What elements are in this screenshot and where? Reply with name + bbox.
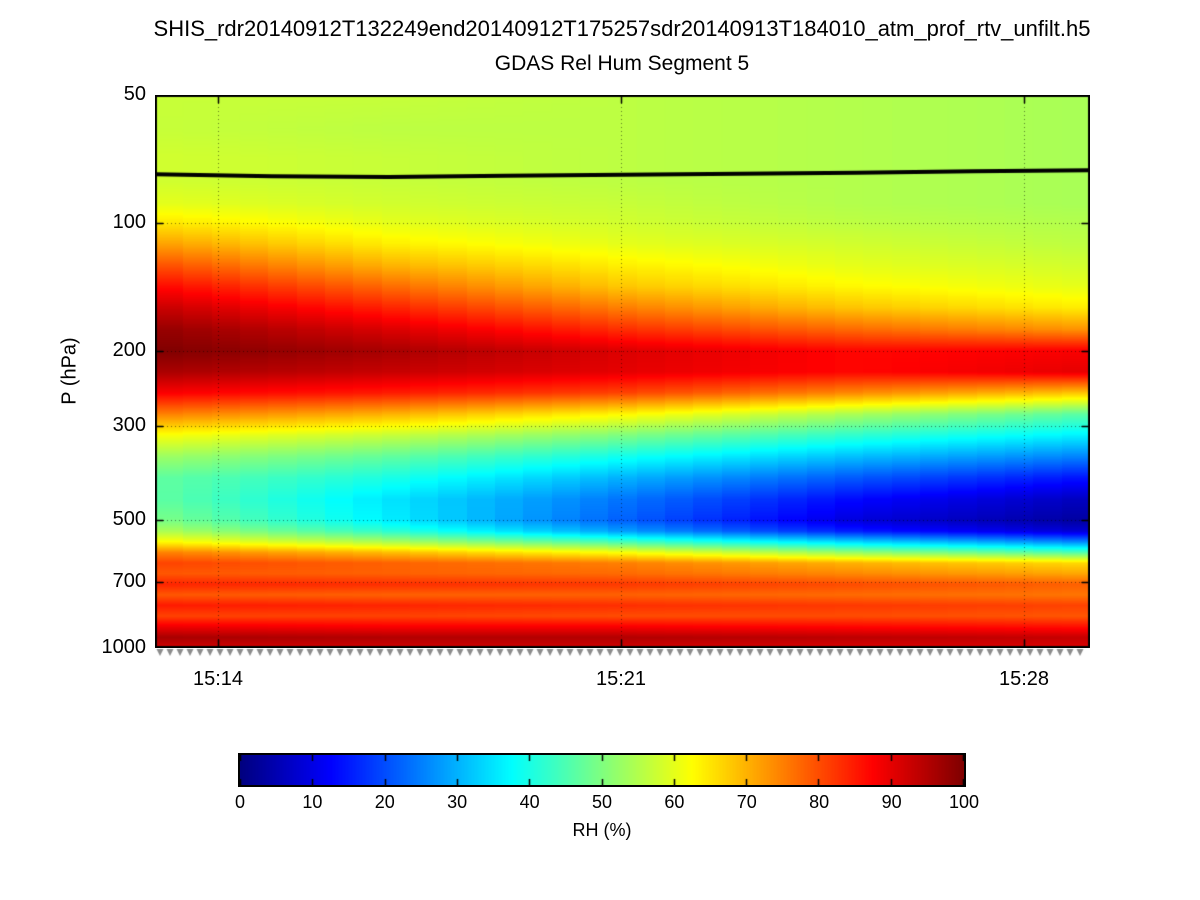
y-tick-label: 100 [112, 210, 146, 233]
colorbar-tick-label: 10 [302, 792, 323, 812]
y-tick-label: 300 [112, 413, 146, 436]
y-tick-label: 200 [112, 338, 146, 361]
colorbar-tick-label: 40 [519, 792, 540, 812]
colorbar-tick-label: 50 [591, 792, 613, 812]
colorbar-label: RH (%) [572, 820, 632, 840]
x-tick-label: 15:14 [192, 668, 244, 690]
colorbar-tick-label: 70 [736, 792, 757, 812]
plot-area [155, 95, 1090, 648]
colorbar-tick-label: 80 [809, 792, 830, 812]
colorbar-tick-label: 60 [664, 792, 685, 812]
x-tick-label: 15:28 [998, 668, 1050, 690]
colorbar-tick-label: 0 [234, 792, 245, 812]
y-tick-label: 50 [123, 83, 146, 105]
heatmap-canvas [155, 95, 1090, 648]
x-tick-label: 15:21 [595, 668, 647, 690]
colorbar-tick-label: 100 [948, 792, 980, 812]
colorbar-tick-label: 20 [374, 792, 395, 812]
colorbar-tick-label: 90 [881, 792, 902, 812]
colorbar [238, 753, 966, 787]
surface-marker-strip [155, 648, 1090, 658]
y-tick-label: 1000 [101, 636, 147, 658]
y-tick-label: 700 [112, 570, 146, 593]
y-tick-label: 500 [112, 508, 146, 531]
plot-title: SHIS_rdr20140912T132249end20140912T17525… [153, 16, 1091, 41]
plot-subtitle: GDAS Rel Hum Segment 5 [494, 52, 750, 75]
colorbar-canvas [240, 755, 964, 785]
colorbar-tick-label: 30 [447, 792, 468, 812]
